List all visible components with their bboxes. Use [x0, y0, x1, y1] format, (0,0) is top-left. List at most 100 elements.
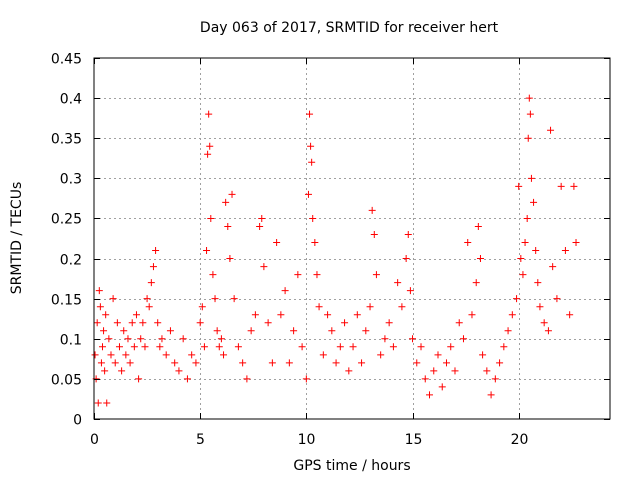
y-tick-label: 0.05	[51, 373, 82, 389]
data-point	[198, 303, 206, 311]
data-point	[472, 279, 480, 287]
data-point	[381, 335, 389, 343]
data-point	[298, 343, 306, 351]
data-point	[200, 343, 208, 351]
data-point	[126, 359, 134, 367]
y-tick-label: 0.45	[51, 52, 82, 68]
data-point	[93, 319, 101, 327]
y-tick-label: 0.25	[51, 212, 82, 228]
data-point	[406, 287, 414, 295]
data-point	[268, 359, 276, 367]
data-point	[496, 359, 504, 367]
data-point	[413, 359, 421, 367]
data-point	[394, 279, 402, 287]
data-point	[464, 239, 472, 247]
data-point	[175, 367, 183, 375]
data-point	[113, 319, 121, 327]
data-point	[247, 327, 255, 335]
data-point	[553, 295, 561, 303]
data-point	[243, 375, 251, 383]
x-tick-label: 5	[196, 432, 205, 448]
data-point	[102, 311, 110, 319]
data-point	[561, 247, 569, 255]
data-point	[547, 126, 555, 134]
data-point	[222, 198, 230, 206]
data-point	[455, 319, 463, 327]
data-point	[536, 303, 544, 311]
data-point	[132, 311, 140, 319]
y-axis-label: SRMTID / TECUs	[9, 182, 25, 295]
data-point	[209, 271, 217, 279]
data-points	[91, 94, 580, 407]
data-point	[534, 279, 542, 287]
data-point	[513, 295, 521, 303]
data-point	[96, 303, 104, 311]
data-point	[526, 110, 534, 118]
data-point	[302, 375, 310, 383]
data-point	[162, 351, 170, 359]
data-point	[358, 359, 366, 367]
data-point	[101, 367, 109, 375]
data-point	[154, 319, 162, 327]
data-point	[217, 335, 225, 343]
data-point	[447, 343, 455, 351]
data-point	[389, 343, 397, 351]
data-point	[91, 351, 99, 359]
data-point	[311, 239, 319, 247]
data-point	[566, 311, 574, 319]
x-axis-label: GPS time / hours	[293, 458, 410, 474]
data-point	[118, 367, 126, 375]
data-point	[204, 150, 212, 158]
data-point	[137, 335, 145, 343]
data-point	[508, 311, 516, 319]
data-point	[483, 367, 491, 375]
data-point	[328, 327, 336, 335]
data-point	[290, 327, 298, 335]
data-point	[304, 190, 312, 198]
data-point	[273, 239, 281, 247]
data-point	[124, 335, 132, 343]
data-point	[141, 343, 149, 351]
x-tick-label: 15	[405, 432, 423, 448]
y-tick-label: 0.35	[51, 132, 82, 148]
data-point	[183, 375, 191, 383]
data-point	[188, 351, 196, 359]
data-point	[230, 295, 238, 303]
data-point	[345, 367, 353, 375]
data-point	[139, 319, 147, 327]
data-point	[147, 279, 155, 287]
data-point	[158, 335, 166, 343]
data-point	[206, 142, 214, 150]
data-point	[451, 367, 459, 375]
data-point	[277, 311, 285, 319]
data-point	[540, 319, 548, 327]
data-point	[385, 319, 393, 327]
data-point	[474, 222, 482, 230]
data-point	[115, 343, 123, 351]
data-point	[143, 295, 151, 303]
grid-lines	[94, 58, 610, 419]
data-point	[404, 230, 412, 238]
data-point	[211, 295, 219, 303]
data-point	[281, 287, 289, 295]
data-point	[100, 327, 108, 335]
data-point	[107, 351, 115, 359]
data-point	[476, 255, 484, 263]
data-point	[398, 303, 406, 311]
data-point	[417, 343, 425, 351]
data-point	[103, 399, 111, 407]
data-point	[341, 319, 349, 327]
data-point	[128, 319, 136, 327]
data-point	[430, 367, 438, 375]
data-point	[409, 335, 417, 343]
data-point	[213, 327, 221, 335]
data-point	[122, 351, 130, 359]
data-point	[152, 247, 160, 255]
data-point	[196, 319, 204, 327]
data-point	[500, 343, 508, 351]
data-point	[524, 134, 532, 142]
data-point	[426, 391, 434, 399]
data-point	[517, 255, 525, 263]
data-point	[224, 222, 232, 230]
